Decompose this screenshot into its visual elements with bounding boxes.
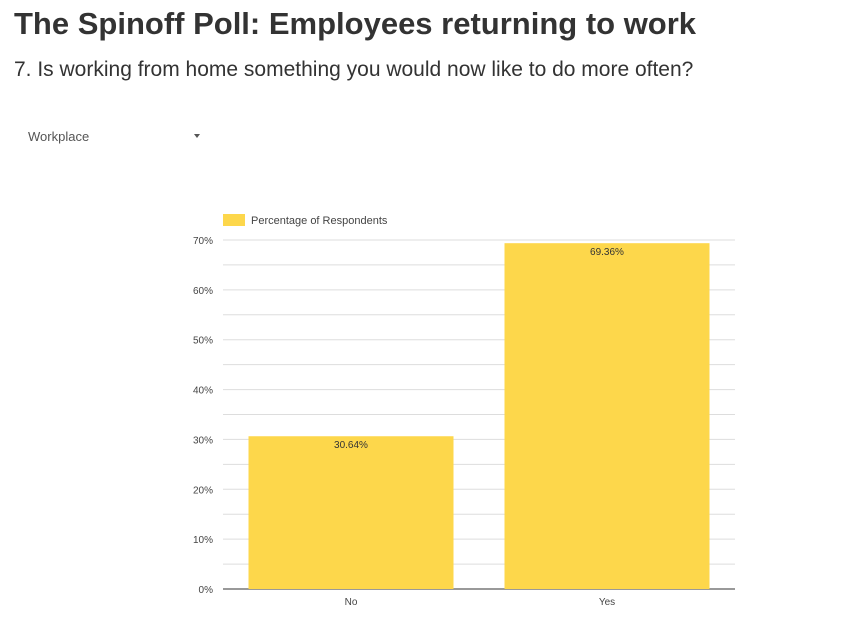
y-tick-label: 10%	[193, 535, 213, 546]
bar-no[interactable]	[248, 436, 454, 589]
workplace-filter-dropdown[interactable]: Workplace	[28, 129, 200, 147]
y-tick-label: 30%	[193, 435, 213, 446]
data-label: 30.64%	[334, 440, 368, 451]
y-tick-label: 70%	[193, 236, 213, 247]
question-subtitle: 7. Is working from home something you wo…	[14, 58, 694, 81]
legend-label: Percentage of Respondents	[251, 215, 388, 227]
bar-yes[interactable]	[504, 243, 710, 589]
y-tick-label: 60%	[193, 286, 213, 297]
x-tick-label: Yes	[599, 597, 615, 608]
legend-swatch	[223, 214, 245, 226]
chevron-down-icon	[194, 134, 200, 138]
y-tick-label: 40%	[193, 386, 213, 397]
x-tick-label: No	[345, 597, 358, 608]
filter-label: Workplace	[28, 129, 90, 144]
y-tick-label: 20%	[193, 485, 213, 496]
y-tick-label: 0%	[199, 585, 214, 596]
y-tick-label: 50%	[193, 336, 213, 347]
data-label: 69.36%	[590, 247, 624, 258]
page-title: The Spinoff Poll: Employees returning to…	[14, 6, 697, 41]
